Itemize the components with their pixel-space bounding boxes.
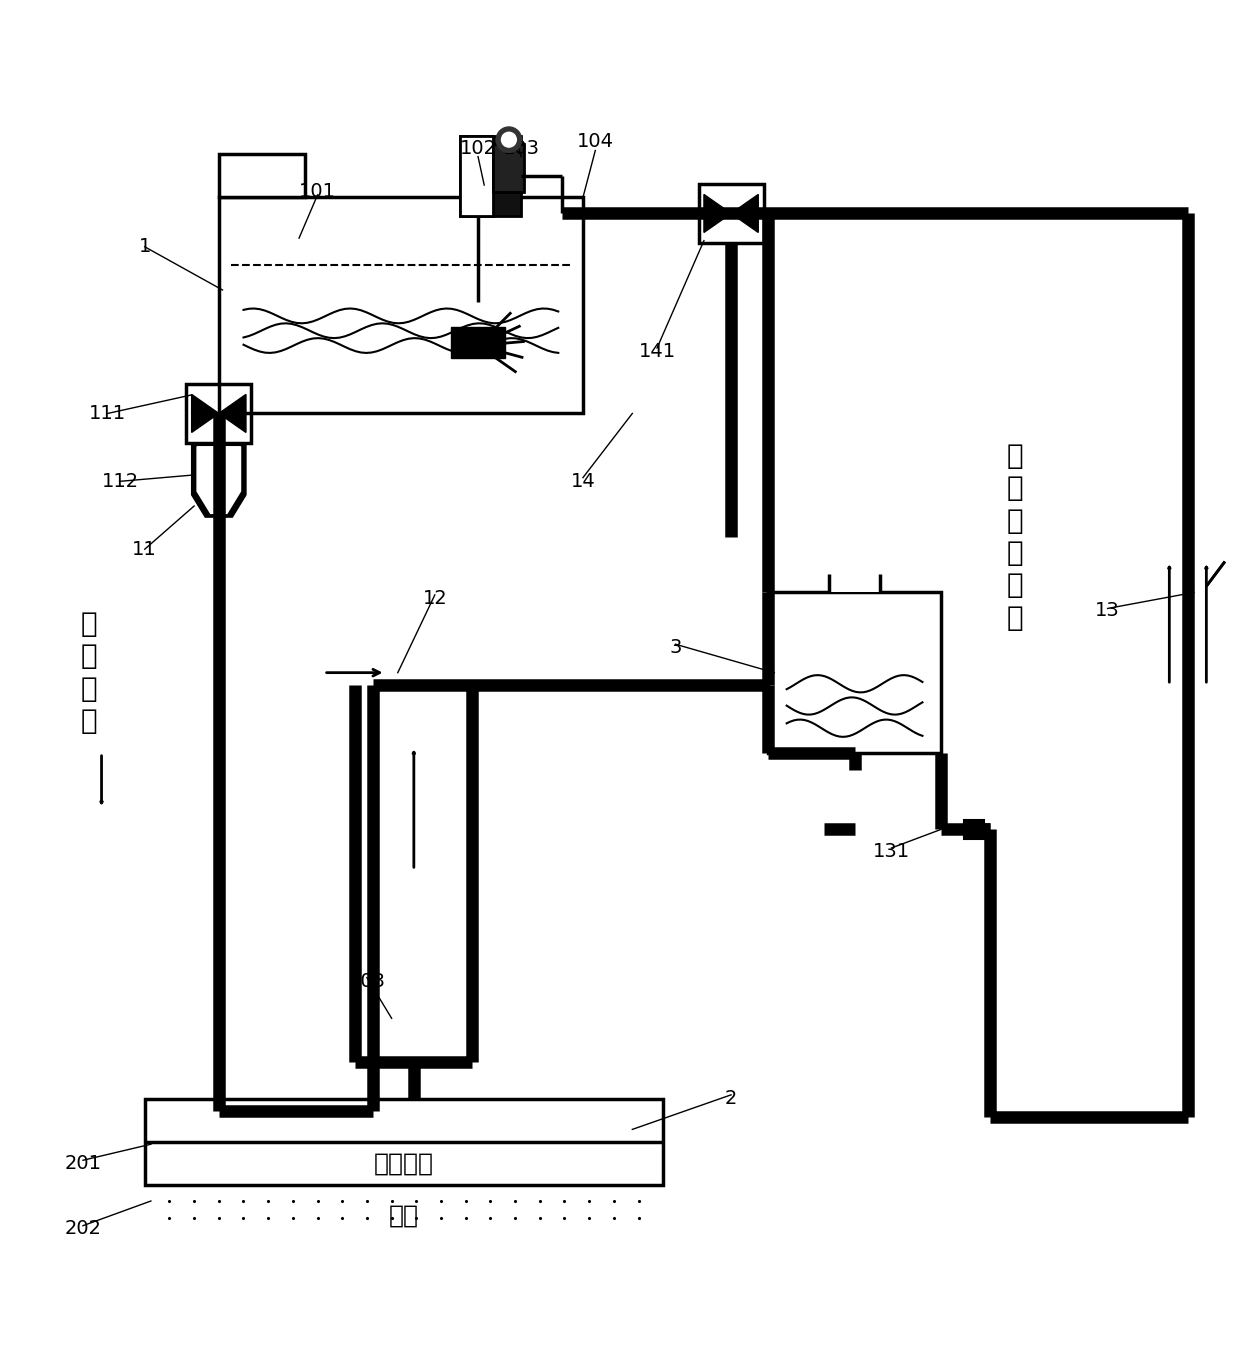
Bar [965, 819, 985, 840]
Bar [186, 384, 252, 444]
Text: 12: 12 [423, 589, 448, 608]
Circle shape [823, 770, 942, 889]
Polygon shape [197, 447, 241, 514]
Text: 储墨墨囊: 储墨墨囊 [374, 1152, 434, 1175]
Bar [828, 574, 880, 592]
Bar [218, 197, 583, 414]
Text: 墨
路
方
向: 墨 路 方 向 [81, 610, 98, 736]
Bar [698, 184, 764, 244]
Text: 11: 11 [133, 540, 157, 559]
Text: 202: 202 [64, 1219, 102, 1237]
Text: 14: 14 [570, 471, 595, 490]
Bar [460, 136, 521, 216]
Bar [494, 144, 525, 192]
Bar [768, 592, 941, 754]
Text: 大
气
进
入
方
向: 大 气 进 入 方 向 [1007, 443, 1023, 632]
Text: 131: 131 [873, 843, 910, 862]
Text: 13: 13 [1095, 601, 1120, 621]
Circle shape [496, 127, 521, 152]
Text: 141: 141 [639, 342, 676, 362]
Polygon shape [192, 395, 218, 433]
Text: 2: 2 [725, 1089, 738, 1108]
Text: 喷头: 喷头 [389, 1204, 419, 1228]
Polygon shape [704, 195, 732, 233]
Bar [360, 685, 467, 1062]
Bar [145, 1099, 663, 1185]
Circle shape [844, 790, 921, 869]
Bar [218, 155, 305, 197]
Text: 104: 104 [577, 133, 614, 151]
Text: 1: 1 [139, 237, 151, 256]
Polygon shape [218, 395, 246, 433]
Circle shape [501, 133, 516, 147]
Text: 103: 103 [502, 138, 539, 158]
Text: 201: 201 [64, 1155, 102, 1174]
Text: 102: 102 [460, 138, 496, 158]
Text: 101: 101 [299, 182, 336, 201]
Bar [451, 327, 505, 358]
Polygon shape [192, 443, 246, 516]
Text: 111: 111 [89, 404, 126, 423]
Polygon shape [732, 195, 758, 233]
Text: 112: 112 [102, 471, 139, 490]
Text: 3: 3 [670, 638, 682, 658]
Bar [460, 136, 494, 216]
Text: 203: 203 [348, 971, 386, 991]
